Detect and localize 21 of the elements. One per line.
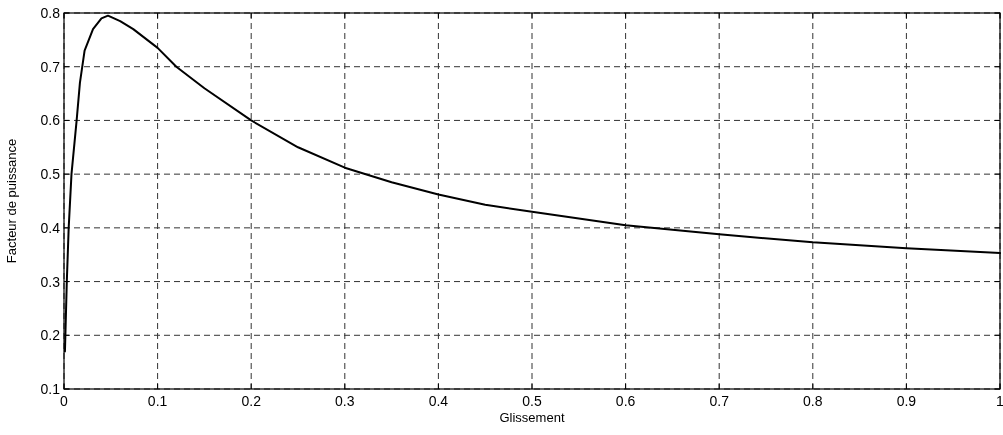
y-axis-title: Facteur de puissance (4, 138, 19, 264)
y-tick-label: 0.8 (40, 5, 61, 21)
x-tick-label: 0.5 (522, 393, 542, 409)
x-axis-title: Glissement (499, 410, 565, 425)
x-tick-label: 0.3 (335, 393, 355, 409)
x-tick-label: 0.4 (428, 393, 449, 409)
x-tick-label: 0.9 (896, 393, 917, 409)
x-tick-label: 0.8 (803, 393, 823, 409)
y-tick-label: 0.3 (40, 273, 61, 290)
x-tick-label: 0.6 (615, 393, 636, 409)
y-tick-label: 0.1 (40, 381, 61, 397)
x-tick-label: 0 (60, 393, 69, 409)
y-tick-label: 0.4 (40, 219, 61, 236)
y-tick-label: 0.6 (40, 112, 61, 129)
x-tick-label: 1 (996, 393, 1003, 409)
x-tick-label: 0.7 (709, 393, 730, 409)
y-tick-label: 0.7 (40, 58, 61, 75)
x-tick-label: 0.2 (241, 393, 262, 409)
y-tick-label: 0.5 (40, 166, 61, 183)
y-tick-label: 0.2 (40, 327, 61, 344)
x-tick-label: 0.1 (147, 393, 168, 409)
